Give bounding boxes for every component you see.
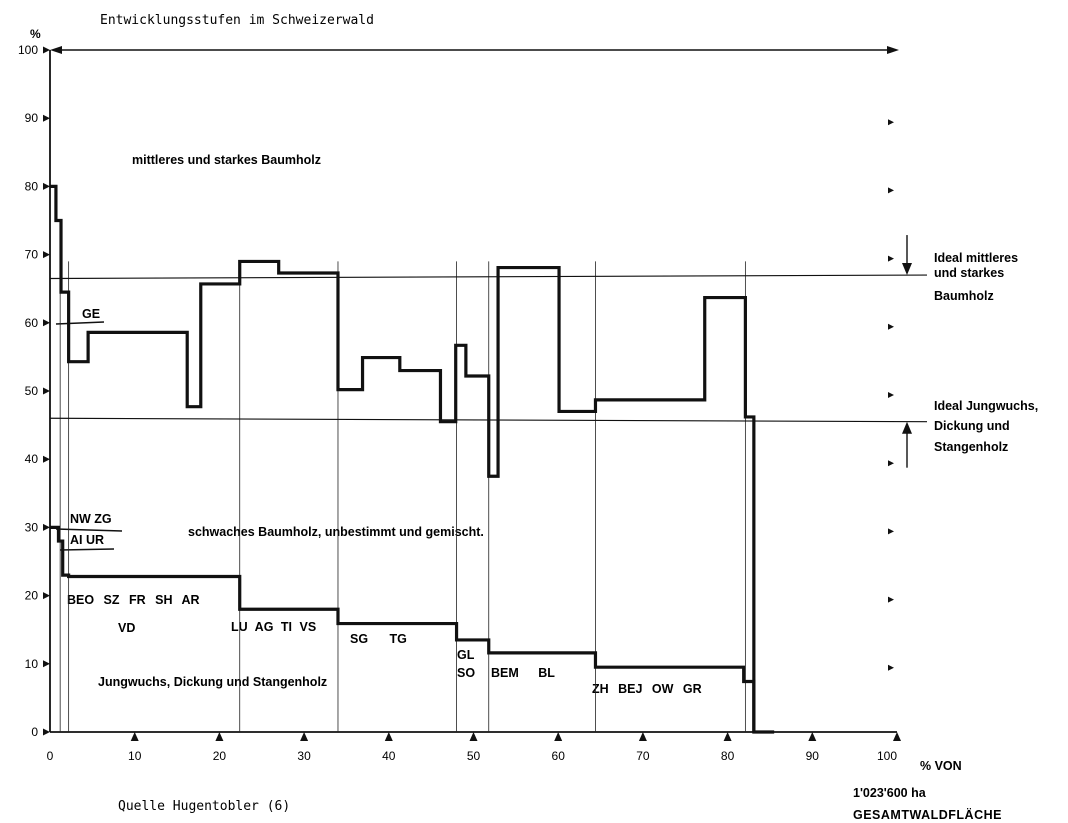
x-tick-mark bbox=[469, 732, 478, 741]
series-line-2 bbox=[50, 525, 756, 732]
ideal-label-upper-line3: Baumholz bbox=[934, 289, 994, 303]
canton-group-1-row1: BEO SZ FR SH AR bbox=[67, 593, 200, 607]
y-tick-mark bbox=[43, 523, 50, 531]
ideal-line bbox=[49, 274, 928, 280]
region-label-lower: Jungwuchs, Dickung und Stangenholz bbox=[98, 675, 327, 689]
right-tick-mark bbox=[888, 255, 894, 262]
canton-group-2: LU AG TI VS bbox=[231, 620, 316, 634]
y-tick-label: 100 bbox=[18, 43, 38, 57]
x-tick-label: 20 bbox=[213, 749, 227, 763]
y-tick-label: 70 bbox=[25, 248, 39, 262]
top-arrow-right-head bbox=[887, 46, 899, 54]
canton-ge-pointer bbox=[55, 321, 105, 325]
y-tick-mark bbox=[43, 387, 50, 395]
region-label-upper: mittleres und starkes Baumholz bbox=[132, 153, 321, 167]
canton-group-3: SG TG bbox=[350, 632, 407, 646]
x-tick-label: 100 bbox=[877, 749, 897, 763]
ideal-arrow-lower-head bbox=[902, 421, 912, 434]
x-tick-mark bbox=[723, 732, 732, 741]
x-tick-label: 50 bbox=[467, 749, 481, 763]
x-tick-label: 30 bbox=[297, 749, 311, 763]
x-tick-mark bbox=[808, 732, 817, 741]
right-tick-mark bbox=[888, 119, 894, 126]
canton-group-5: BEM BL bbox=[491, 666, 555, 680]
y-axis-label: % bbox=[30, 27, 41, 41]
x-tick-mark bbox=[384, 732, 393, 741]
y-tick-label: 90 bbox=[25, 111, 39, 125]
y-tick-mark bbox=[43, 319, 50, 327]
x-tick-label: 40 bbox=[382, 749, 396, 763]
x-tick-label: 0 bbox=[47, 749, 54, 763]
right-tick-mark bbox=[888, 460, 894, 467]
x-tick-label: 80 bbox=[721, 749, 735, 763]
x-tick-mark bbox=[638, 732, 647, 741]
ideal-arrow-upper-head bbox=[902, 263, 912, 276]
ideal-label-lower-line3: Stangenholz bbox=[934, 440, 1008, 454]
y-tick-label: 50 bbox=[25, 384, 39, 398]
y-tick-mark bbox=[43, 455, 50, 463]
canton-ai-ur-pointer bbox=[59, 548, 115, 551]
y-tick-label: 40 bbox=[25, 452, 39, 466]
right-tick-mark bbox=[888, 392, 894, 398]
y-tick-mark bbox=[43, 728, 50, 736]
y-tick-label: 80 bbox=[25, 179, 39, 193]
top-arrow-left-head bbox=[50, 46, 62, 54]
y-tick-mark bbox=[43, 592, 50, 600]
y-tick-mark bbox=[43, 114, 50, 122]
y-tick-mark bbox=[43, 46, 50, 54]
canton-group-1-row2: VD bbox=[118, 621, 135, 635]
y-tick-label: 60 bbox=[25, 316, 39, 330]
canton-nw-zg-pointer bbox=[55, 528, 123, 532]
right-tick-mark bbox=[888, 323, 894, 330]
right-tick-mark bbox=[888, 187, 894, 194]
region-label-middle: schwaches Baumholz, unbestimmt und gemis… bbox=[188, 525, 484, 539]
series-line-1 bbox=[50, 184, 775, 734]
ideal-label-upper-line2: und starkes bbox=[934, 266, 1004, 280]
canton-label-ai-ur: AI UR bbox=[70, 533, 104, 547]
y-tick-label: 10 bbox=[25, 657, 39, 671]
x-tick-mark bbox=[554, 732, 563, 741]
ideal-label-lower-line1: Ideal Jungwuchs, bbox=[934, 399, 1038, 413]
x-tick-label: 60 bbox=[552, 749, 566, 763]
y-tick-mark bbox=[43, 182, 50, 190]
x-axis-label-line3: GESAMTWALDFLÄCHE bbox=[853, 807, 1002, 822]
ideal-label-lower-line2: Dickung und bbox=[934, 419, 1010, 433]
y-tick-mark bbox=[43, 660, 50, 668]
source-note: Quelle Hugentobler (6) bbox=[118, 799, 290, 814]
canton-group-4-row1: GL bbox=[457, 648, 475, 662]
x-tick-mark bbox=[130, 732, 139, 741]
x-tick-label: 90 bbox=[806, 749, 820, 763]
x-tick-mark bbox=[215, 732, 224, 741]
right-tick-mark bbox=[888, 664, 894, 671]
y-tick-label: 0 bbox=[31, 725, 38, 739]
canton-label-nw-zg: NW ZG bbox=[70, 512, 112, 526]
x-axis-label-line1: % VON bbox=[920, 759, 962, 773]
x-tick-mark bbox=[300, 732, 309, 741]
x-tick-label: 70 bbox=[636, 749, 650, 763]
right-tick-mark bbox=[888, 528, 894, 535]
chart-marks: 0 10 20 30 40 50 60 70 80 90 100 0 10 20 30 40 50 60 70 80 9… bbox=[18, 43, 928, 763]
x-axis-label-line2: 1'023'600 ha bbox=[853, 786, 927, 800]
canton-group-4-row2: SO bbox=[457, 666, 475, 680]
y-tick-label: 20 bbox=[25, 589, 39, 603]
canton-label-ge: GE bbox=[82, 307, 100, 321]
right-tick-mark bbox=[888, 596, 894, 603]
canton-group-6: ZH BEJ OW GR bbox=[592, 682, 702, 696]
y-tick-mark bbox=[43, 251, 50, 259]
x-tick-label: 10 bbox=[128, 749, 142, 763]
ideal-label-upper-line1: Ideal mittleres bbox=[934, 251, 1018, 265]
x-tick-mark bbox=[893, 732, 901, 741]
chart-title: Entwicklungsstufen im Schweizerwald bbox=[100, 13, 374, 28]
y-tick-label: 30 bbox=[25, 520, 39, 534]
